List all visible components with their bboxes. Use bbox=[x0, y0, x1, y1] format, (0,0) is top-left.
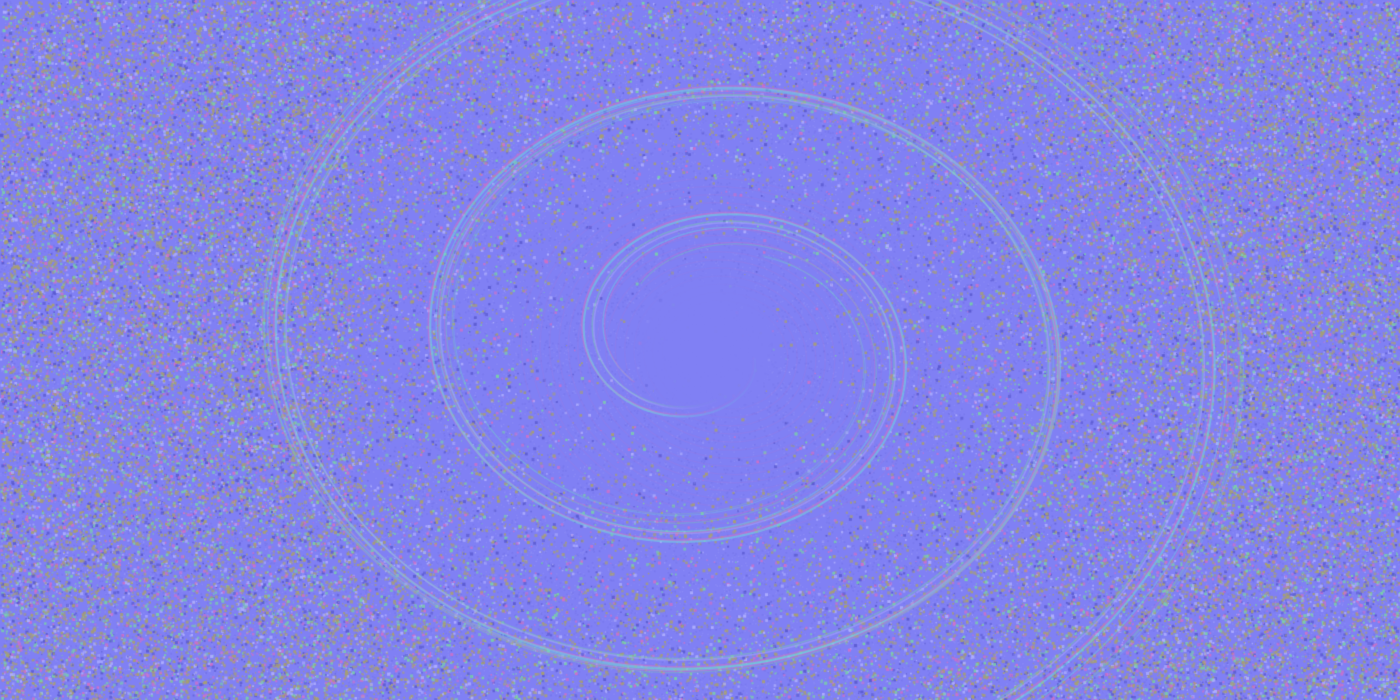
normal-map-texture bbox=[0, 0, 1400, 700]
